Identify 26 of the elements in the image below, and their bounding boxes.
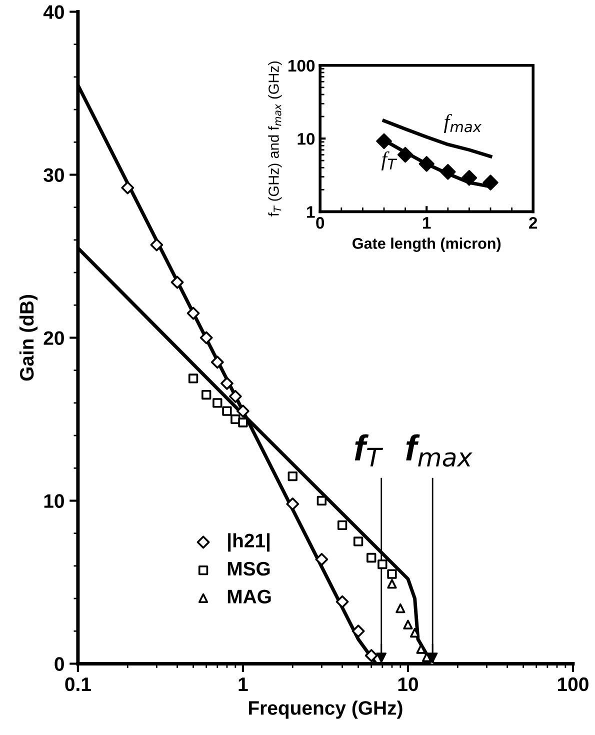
x-tick-label: 1	[238, 678, 248, 691]
x-tick-label: 1	[423, 217, 431, 229]
y-tick-label: 1	[307, 206, 315, 218]
series-label: f$_{max}$	[444, 114, 482, 134]
x-tick-label: 2	[529, 216, 538, 229]
legend-label: MAG	[228, 590, 271, 604]
y-tick-label: 10	[44, 494, 64, 508]
x-tick-label: 100	[558, 677, 588, 692]
x-tick-label: 0.1	[65, 677, 91, 692]
y-tick-label: 40	[43, 5, 64, 19]
x-tick-label: 0	[316, 216, 324, 229]
x-axis-title: Gate length (micron)	[352, 238, 501, 252]
ref-line-label: f$_{T}$	[354, 434, 384, 466]
x-tick-label: 10	[398, 677, 418, 692]
legend-label: MSG	[228, 562, 270, 576]
series-label: f$_{T}$	[381, 151, 398, 170]
y-tick-label: 30	[44, 168, 64, 182]
y-axis-title: f$_{T}$ (GHz) and f$_{max}$ (GHz)	[268, 62, 282, 216]
y-tick-label: 100	[288, 60, 315, 72]
y-tick-label: 10	[298, 132, 315, 145]
legend-label: |h21|	[228, 533, 270, 552]
y-axis-title: Gain (dB)	[19, 294, 38, 381]
y-tick-label: 20	[44, 331, 64, 345]
ref-line-label: f$_{max}$	[406, 434, 472, 467]
y-tick-label: 0	[54, 657, 64, 671]
x-axis-title: Frequency (GHz)	[248, 700, 402, 719]
